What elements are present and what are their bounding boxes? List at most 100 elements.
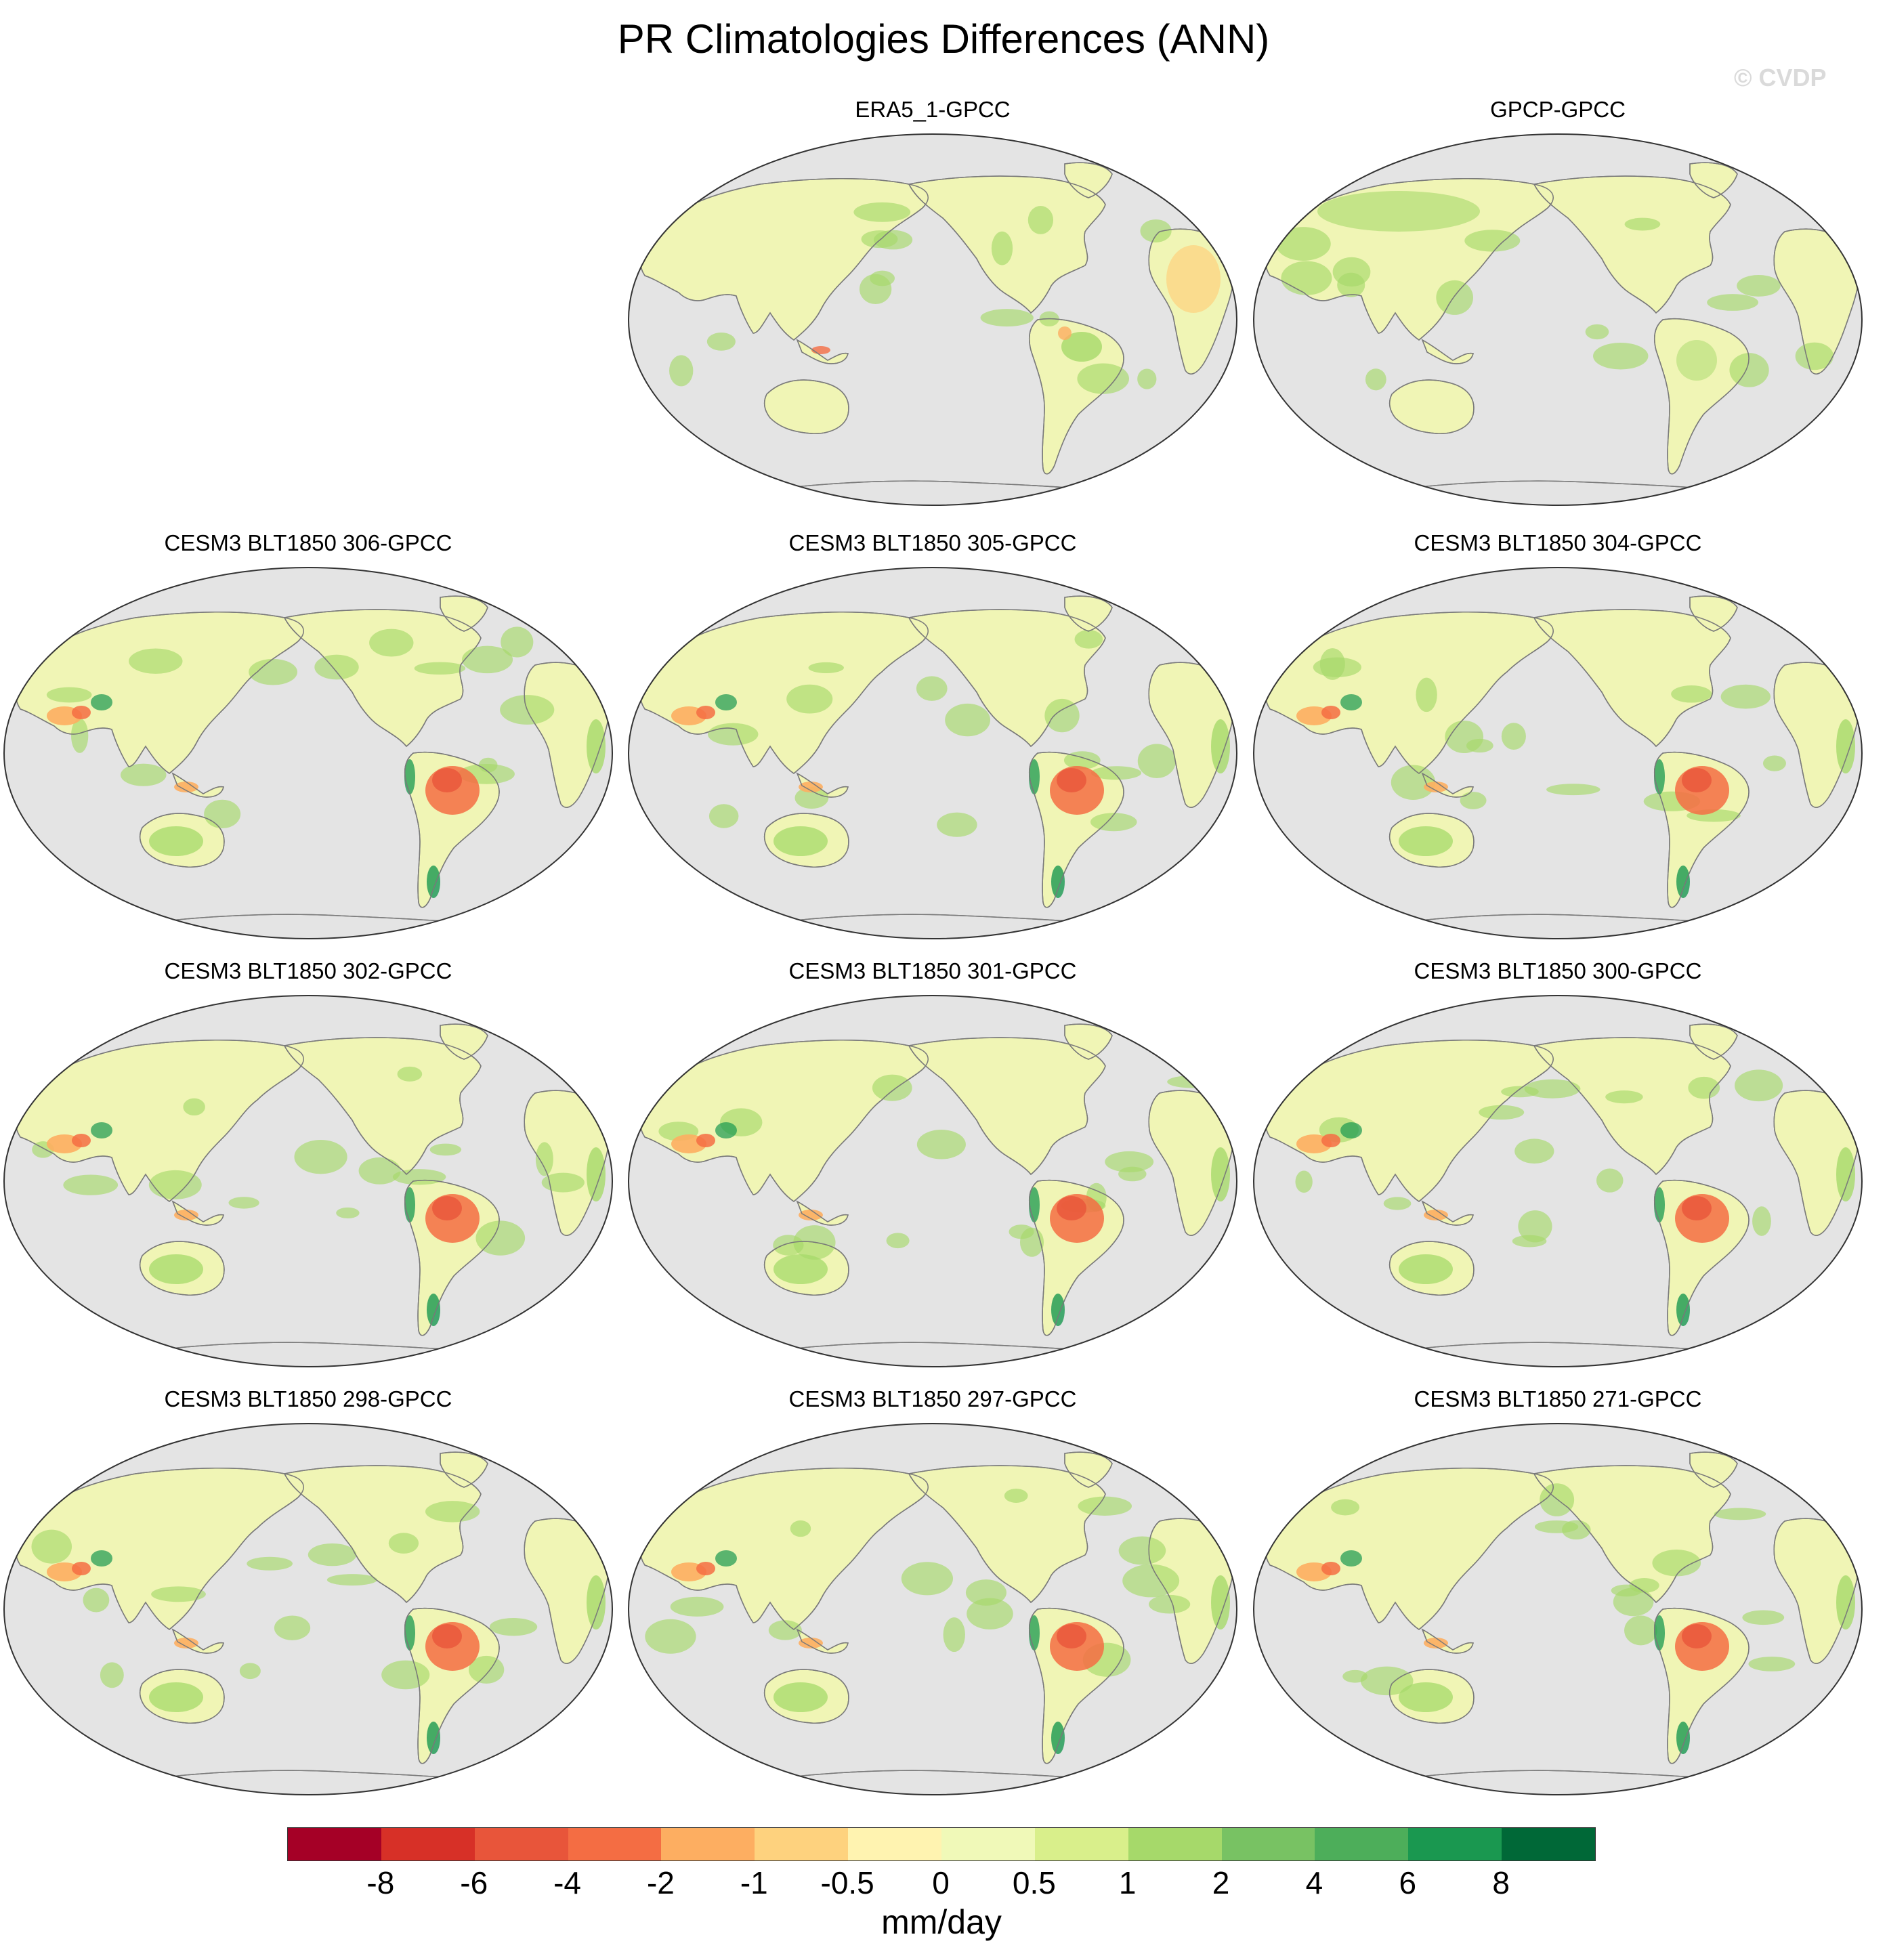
coastline-samerica bbox=[1029, 318, 1124, 475]
map-border bbox=[1253, 1423, 1863, 1795]
bias-patch bbox=[1383, 1197, 1412, 1210]
bias-patch bbox=[1624, 217, 1661, 231]
coastline-greenland bbox=[440, 595, 488, 632]
bias-patch bbox=[489, 1617, 538, 1636]
bias-patch bbox=[1501, 723, 1526, 750]
coastline-greenland bbox=[1064, 1451, 1113, 1488]
bias-patch bbox=[1090, 766, 1142, 780]
bias-patch bbox=[183, 1098, 205, 1116]
bias-patch bbox=[274, 1615, 311, 1640]
bias-patch bbox=[392, 1169, 446, 1185]
bias-patch bbox=[1424, 782, 1448, 792]
bias-patch bbox=[1391, 765, 1436, 801]
coastline-seasia bbox=[796, 339, 849, 364]
bias-patch bbox=[1836, 719, 1855, 773]
bias-patch bbox=[432, 768, 462, 792]
coastline-namerica bbox=[1533, 1037, 1731, 1176]
map-border bbox=[3, 567, 613, 939]
bias-patch bbox=[1340, 1550, 1362, 1567]
map-border bbox=[1253, 567, 1863, 939]
coastline-greenland bbox=[440, 1451, 488, 1488]
colorbar-tick-label: -0.5 bbox=[820, 1865, 874, 1900]
bias-patch bbox=[541, 1172, 585, 1193]
bias-patch bbox=[1682, 1624, 1712, 1648]
coastline-australia bbox=[763, 1669, 849, 1724]
colorbar-swatch bbox=[568, 1828, 662, 1860]
coastline-namerica bbox=[283, 1465, 482, 1604]
bias-patch bbox=[369, 629, 414, 657]
coastline-samerica bbox=[1029, 1179, 1124, 1336]
map-border bbox=[628, 133, 1237, 506]
bias-patch bbox=[1340, 1122, 1362, 1138]
world-map bbox=[628, 567, 1237, 939]
bias-patch bbox=[83, 1588, 110, 1613]
coastline-eurasia bbox=[639, 611, 929, 774]
bias-patch bbox=[1748, 1657, 1796, 1671]
bias-patch bbox=[397, 1066, 423, 1082]
bias-patch bbox=[1752, 1206, 1771, 1236]
bias-patch bbox=[1149, 1594, 1191, 1614]
coastline-eurasia bbox=[1265, 1039, 1554, 1202]
bias-patch bbox=[773, 1682, 828, 1712]
bias-patch bbox=[1613, 1588, 1654, 1617]
coastline-greenland bbox=[1064, 1023, 1113, 1060]
bias-patch bbox=[670, 1596, 724, 1617]
bias-patch bbox=[70, 718, 89, 753]
bias-patch bbox=[1122, 1564, 1180, 1598]
bias-patch bbox=[1682, 768, 1712, 792]
bias-patch bbox=[708, 804, 739, 828]
bias-patch bbox=[1027, 206, 1054, 234]
bias-patch bbox=[1051, 866, 1065, 898]
bias-patch bbox=[1534, 1520, 1579, 1533]
bias-patch bbox=[1688, 1076, 1720, 1099]
bias-patch bbox=[1211, 1575, 1230, 1629]
bias-patch bbox=[249, 658, 298, 685]
bias-patch bbox=[535, 1142, 553, 1176]
cvdp-watermark: © CVDP bbox=[1734, 64, 1827, 91]
coastline-australia bbox=[763, 379, 849, 434]
bias-patch bbox=[991, 231, 1013, 265]
bias-patch bbox=[1321, 706, 1340, 719]
coastline-seasia bbox=[171, 1628, 224, 1654]
coastline-namerica bbox=[908, 609, 1106, 748]
map-border bbox=[1253, 995, 1863, 1367]
bias-patch bbox=[1676, 1294, 1690, 1326]
bias-patch bbox=[1682, 1196, 1712, 1220]
coastline-seasia bbox=[1421, 772, 1474, 798]
colorbar-swatch bbox=[1408, 1828, 1502, 1860]
coastline-australia bbox=[763, 813, 849, 868]
colorbar-swatch bbox=[941, 1828, 1035, 1860]
bias-patch bbox=[708, 723, 759, 746]
bias-patch bbox=[1399, 1682, 1453, 1712]
colorbar-swatch bbox=[1221, 1828, 1315, 1860]
colorbar-swatch bbox=[1502, 1828, 1596, 1860]
coastline-australia bbox=[139, 813, 225, 868]
bias-patch bbox=[1078, 1496, 1132, 1516]
map-panel: CESM3 BLT1850 301-GPCC bbox=[624, 956, 1241, 1376]
bias-patch bbox=[1077, 363, 1130, 394]
colorbar-tick-label: 8 bbox=[1492, 1865, 1510, 1900]
coastline-australia bbox=[1388, 1669, 1475, 1724]
bias-patch bbox=[1546, 784, 1600, 796]
coastline-namerica bbox=[283, 609, 482, 748]
colorbar-units: mm/day bbox=[881, 1903, 1002, 1941]
bias-patch bbox=[1676, 340, 1717, 381]
bias-patch bbox=[916, 1130, 966, 1159]
bias-patch bbox=[1211, 719, 1230, 773]
colorbar-tick-label: 2 bbox=[1212, 1865, 1230, 1900]
coastline-seasia bbox=[796, 772, 849, 798]
panel-title: GPCP-GPCC bbox=[1490, 97, 1626, 122]
bias-patch bbox=[91, 694, 112, 710]
bias-patch bbox=[1479, 1105, 1525, 1120]
bias-patch bbox=[808, 662, 844, 673]
bias-patch bbox=[790, 1520, 811, 1537]
map-border bbox=[628, 1423, 1237, 1795]
bias-patch bbox=[1624, 1615, 1657, 1646]
bias-patch bbox=[1295, 1170, 1313, 1193]
bias-patch bbox=[294, 1139, 347, 1174]
map-panel: ERA5_1-GPCC bbox=[624, 95, 1241, 515]
bias-patch bbox=[1729, 353, 1769, 387]
bias-patch bbox=[129, 648, 183, 674]
bias-patch bbox=[1518, 1210, 1552, 1243]
panel-title: CESM3 BLT1850 302-GPCC bbox=[164, 958, 452, 983]
